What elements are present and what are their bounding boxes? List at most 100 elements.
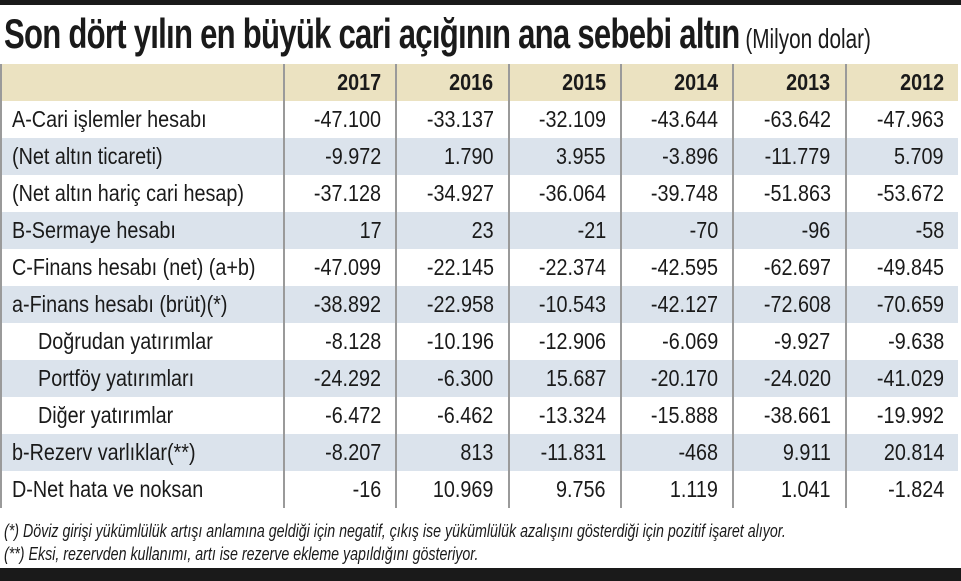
- value-cell: 9.756: [507, 471, 621, 508]
- cell-value: -21: [577, 217, 606, 243]
- column-header: 2013: [732, 64, 846, 101]
- cell-value: -6.300: [437, 365, 494, 391]
- cell-value: -39.748: [651, 180, 719, 206]
- value-cell: 813: [395, 434, 509, 471]
- table-row: D-Net hata ve noksan -16 10.969 9.756 1.119 1…: [0, 471, 958, 508]
- row-label: a-Finans hesabı (brüt)(*): [12, 291, 228, 317]
- value-cell: -11.779: [732, 138, 846, 175]
- column-header-label: 2015: [561, 69, 606, 95]
- cell-value: -47.100: [314, 106, 382, 132]
- cell-value: -63.642: [763, 106, 831, 132]
- column-header-label: 2012: [899, 69, 944, 95]
- cell-value: -24.020: [763, 365, 831, 391]
- value-cell: -15.888: [619, 397, 734, 434]
- column-header: 2015: [507, 64, 621, 101]
- column-header-label: 2017: [337, 69, 382, 95]
- value-cell: -19.992: [844, 397, 958, 434]
- column-header: 2014: [619, 64, 734, 101]
- value-cell: -13.324: [507, 397, 621, 434]
- value-cell: -70: [619, 212, 734, 249]
- row-label-cell: Doğrudan yatırımlar: [0, 323, 284, 360]
- cell-value: 23: [471, 217, 494, 243]
- cell-value: -10.196: [426, 328, 494, 354]
- cell-value: -34.927: [426, 180, 494, 206]
- value-cell: -22.374: [507, 249, 621, 286]
- cell-value: -70: [689, 217, 719, 243]
- value-cell: -468: [619, 434, 734, 471]
- cell-value: -8.207: [325, 439, 382, 465]
- value-cell: -9.972: [282, 138, 397, 175]
- cell-value: -6.462: [437, 402, 494, 428]
- value-cell: -3.896: [619, 138, 734, 175]
- row-label: Portföy yatırımları: [38, 365, 195, 391]
- column-header-label: 2016: [449, 69, 494, 95]
- data-table: 2017 2016 2015 2014 2013 2012 A-Cari işlemler…: [0, 64, 958, 508]
- cell-value: -20.170: [651, 365, 719, 391]
- cell-value: -13.324: [538, 402, 606, 428]
- cell-value: -38.892: [314, 291, 382, 317]
- row-label: D-Net hata ve noksan: [12, 476, 204, 502]
- cell-value: -6.472: [325, 402, 382, 428]
- cell-value: -43.644: [651, 106, 719, 132]
- value-cell: -6.069: [619, 323, 734, 360]
- value-cell: 9.911: [732, 434, 846, 471]
- value-cell: -20.170: [619, 360, 734, 397]
- cell-value: -6.069: [662, 328, 719, 354]
- cell-value: -22.958: [426, 291, 494, 317]
- cell-value: -8.128: [325, 328, 382, 354]
- value-cell: -42.595: [619, 249, 734, 286]
- cell-value: -9.927: [774, 328, 831, 354]
- value-cell: -32.109: [507, 101, 621, 138]
- cell-value: -11.779: [765, 143, 831, 169]
- column-header: 2017: [282, 64, 397, 101]
- value-cell: -21: [507, 212, 621, 249]
- cell-value: -3.896: [662, 143, 719, 169]
- row-label: (Net altın ticareti): [12, 143, 163, 169]
- row-label: Diğer yatırımlar: [38, 402, 174, 428]
- cell-value: -42.127: [651, 291, 719, 317]
- value-cell: -8.128: [282, 323, 397, 360]
- value-cell: -38.892: [282, 286, 397, 323]
- row-label: (Net altın hariç cari hesap): [12, 180, 244, 206]
- value-cell: -47.099: [282, 249, 397, 286]
- value-cell: -6.300: [395, 360, 509, 397]
- title-text: Son dört yılın en büyük cari açığının an…: [4, 10, 740, 57]
- cell-value: -51.863: [763, 180, 831, 206]
- value-cell: -10.543: [507, 286, 621, 323]
- cell-value: -468: [678, 439, 719, 465]
- value-cell: -34.927: [395, 175, 509, 212]
- cell-value: -11.831: [540, 439, 606, 465]
- cell-value: 5.709: [894, 143, 944, 169]
- cell-value: -1.824: [887, 476, 944, 502]
- column-header-label: 2014: [674, 69, 719, 95]
- cell-value: -41.029: [876, 365, 944, 391]
- chart-title: Son dört yılın en büyük cari açığının an…: [4, 10, 871, 58]
- table-row: B-Sermaye hesabı 17 23 -21 -70 -96 -58: [0, 212, 958, 249]
- value-cell: -72.608: [732, 286, 846, 323]
- cell-value: 20.814: [883, 439, 944, 465]
- value-cell: -33.137: [395, 101, 509, 138]
- table-row: b-Rezerv varlıklar(**) -8.207 813 -11.831 -4…: [0, 434, 958, 471]
- row-label-cell: D-Net hata ve noksan: [0, 471, 284, 508]
- row-label: C-Finans hesabı (net) (a+b): [12, 254, 256, 280]
- row-label-cell: b-Rezerv varlıklar(**): [0, 434, 284, 471]
- value-cell: 1.041: [732, 471, 846, 508]
- value-cell: -41.029: [844, 360, 958, 397]
- table-row: a-Finans hesabı (brüt)(*) -38.892 -22.958 -…: [0, 286, 958, 323]
- cell-value: -22.374: [538, 254, 606, 280]
- top-rule: [0, 0, 961, 5]
- cell-value: 17: [359, 217, 382, 243]
- value-cell: -70.659: [844, 286, 958, 323]
- value-cell: -6.472: [282, 397, 397, 434]
- value-cell: -39.748: [619, 175, 734, 212]
- value-cell: -37.128: [282, 175, 397, 212]
- cell-value: 10.969: [433, 476, 494, 502]
- cell-value: -53.672: [876, 180, 944, 206]
- value-cell: -10.196: [395, 323, 509, 360]
- value-cell: -11.831: [507, 434, 621, 471]
- cell-value: -36.064: [538, 180, 606, 206]
- value-cell: -51.863: [732, 175, 846, 212]
- value-cell: 17: [282, 212, 397, 249]
- value-cell: -63.642: [732, 101, 846, 138]
- value-cell: -47.963: [844, 101, 958, 138]
